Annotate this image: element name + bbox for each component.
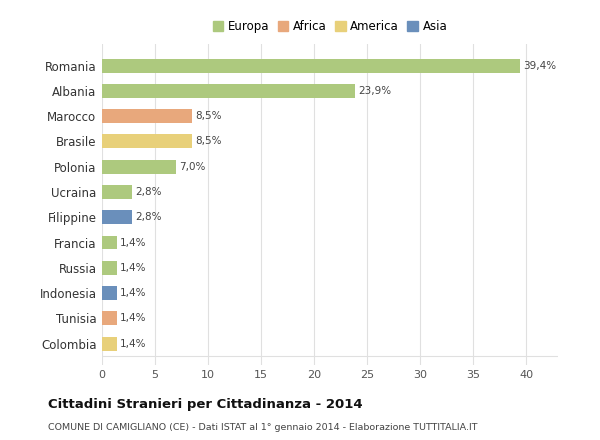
Text: 2,8%: 2,8% xyxy=(135,212,161,222)
Text: 8,5%: 8,5% xyxy=(196,111,222,121)
Bar xyxy=(102,261,117,275)
Bar xyxy=(102,235,117,249)
Text: 1,4%: 1,4% xyxy=(120,288,146,298)
Text: COMUNE DI CAMIGLIANO (CE) - Dati ISTAT al 1° gennaio 2014 - Elaborazione TUTTITA: COMUNE DI CAMIGLIANO (CE) - Dati ISTAT a… xyxy=(48,423,478,432)
Bar xyxy=(102,210,131,224)
Text: 1,4%: 1,4% xyxy=(120,238,146,248)
Text: 23,9%: 23,9% xyxy=(359,86,392,96)
Legend: Europa, Africa, America, Asia: Europa, Africa, America, Asia xyxy=(210,18,450,36)
Bar xyxy=(102,337,117,351)
Bar xyxy=(102,59,520,73)
Text: Cittadini Stranieri per Cittadinanza - 2014: Cittadini Stranieri per Cittadinanza - 2… xyxy=(48,398,362,411)
Bar xyxy=(102,84,355,98)
Bar xyxy=(102,135,192,148)
Bar xyxy=(102,286,117,300)
Bar xyxy=(102,109,192,123)
Text: 39,4%: 39,4% xyxy=(523,61,556,70)
Text: 1,4%: 1,4% xyxy=(120,263,146,273)
Bar xyxy=(102,185,131,199)
Text: 2,8%: 2,8% xyxy=(135,187,161,197)
Text: 7,0%: 7,0% xyxy=(179,161,206,172)
Text: 1,4%: 1,4% xyxy=(120,313,146,323)
Text: 8,5%: 8,5% xyxy=(196,136,222,147)
Bar xyxy=(102,160,176,174)
Text: 1,4%: 1,4% xyxy=(120,339,146,348)
Bar xyxy=(102,312,117,325)
